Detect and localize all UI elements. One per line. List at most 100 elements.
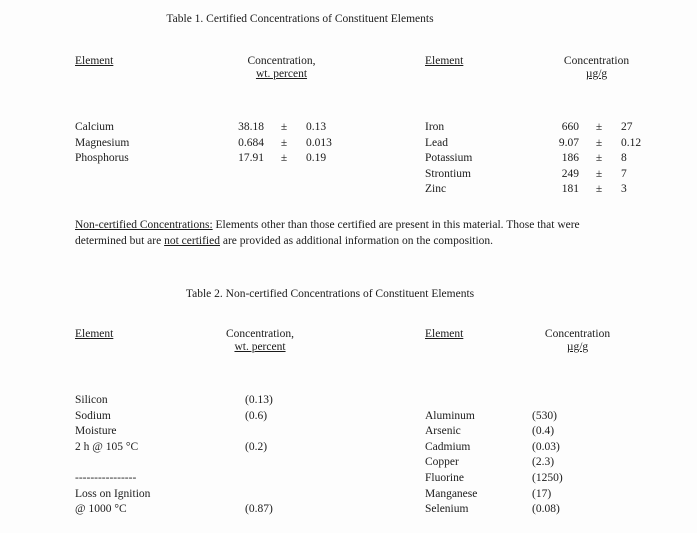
element-name: Manganese: [425, 487, 478, 500]
uncertainty-value: 7: [621, 167, 627, 180]
element-name: [75, 456, 215, 472]
header-line-concentration: Concentration: [563, 55, 630, 67]
plus-minus-sign: ±: [595, 167, 603, 180]
concentration-value: 9.07: [558, 136, 579, 149]
column-gap: [358, 168, 425, 184]
header-line-unit: wt. percent: [234, 341, 286, 353]
element-name: Sodium: [75, 409, 111, 422]
column-gap: [305, 410, 425, 426]
element-name: [75, 183, 205, 199]
plus-minus-sign: ±: [595, 136, 603, 149]
element-name: Fluorine: [425, 471, 464, 484]
concentration-value: 181: [561, 183, 579, 195]
concentration-value: (0.08): [532, 503, 560, 516]
column-header-element-left: Element: [75, 55, 114, 67]
table1-title: Table 1. Certified Concentrations of Con…: [166, 13, 434, 25]
plus-minus-sign: ±: [595, 183, 603, 195]
table1: Element Concentration, wt. percent Eleme…: [75, 55, 665, 215]
table1-body: Calcium 38.18 ± 0.13 Iron 660 ± 27 Magne…: [75, 121, 658, 199]
element-name: Arsenic: [425, 425, 461, 438]
concentration-value: (0.13): [245, 394, 273, 406]
column-header-element-left: Element: [75, 328, 114, 340]
note-underlined-phrase: not certified: [164, 234, 220, 247]
column-header-concentration-right: Concentration µg/g: [535, 55, 658, 81]
header-line-unit: µg/g: [585, 68, 608, 80]
column-gap: [305, 425, 425, 441]
concentration-value: 186: [561, 152, 579, 164]
concentration-value: (530): [532, 409, 557, 422]
concentration-value: [215, 425, 305, 441]
concentration-value: (0.87): [245, 503, 273, 516]
table2-title: Table 2. Non-certified Concentrations of…: [185, 288, 475, 300]
column-gap: [358, 121, 425, 137]
column-gap: [358, 152, 425, 168]
element-name: Calcium: [75, 121, 114, 133]
plus-minus-sign: ±: [595, 152, 603, 164]
header-line-unit: wt. percent: [255, 68, 308, 80]
uncertainty-value: 0.12: [621, 136, 642, 149]
table2: Element Concentration, wt. percent Eleme…: [75, 328, 635, 528]
element-name: Phosphorus: [75, 152, 129, 164]
uncertainty-value: 0.013: [306, 136, 332, 149]
concentration-value: 660: [561, 121, 579, 133]
column-gap: [305, 503, 425, 519]
element-name: Strontium: [425, 167, 472, 180]
header-line-unit: µg/g: [566, 341, 589, 353]
concentration-value: 0.684: [238, 136, 264, 149]
element-name: Magnesium: [75, 136, 130, 149]
column-gap: [305, 488, 425, 504]
plus-minus-sign: ±: [280, 152, 288, 164]
element-name: Silicon: [75, 394, 108, 406]
concentration-value: 17.91: [238, 152, 264, 164]
concentration-value: (0.6): [245, 409, 268, 422]
column-gap: [305, 472, 425, 488]
concentration-value: [530, 394, 625, 410]
element-name: Aluminum: [425, 409, 475, 422]
uncertainty-value: [298, 183, 358, 199]
uncertainty-value: 0.13: [306, 121, 327, 133]
element-name: Lead: [425, 136, 448, 149]
concentration-value: [205, 183, 270, 199]
element-name: Copper: [425, 456, 459, 469]
column-gap: [305, 394, 425, 410]
uncertainty-value: [298, 168, 358, 184]
concentration-value: 38.18: [238, 121, 264, 133]
concentration-value: 249: [561, 167, 579, 180]
column-header-concentration-left: Concentration, wt. percent: [215, 328, 305, 354]
element-name: Loss on Ignition: [75, 487, 151, 500]
column-header-concentration-right: Concentration µg/g: [530, 328, 625, 354]
column-gap: [305, 441, 425, 457]
plus-minus-sign: [270, 168, 298, 184]
uncertainty-value: 0.19: [306, 152, 327, 164]
header-line-concentration: Concentration,: [225, 328, 295, 340]
element-name: 2 h @ 105 °C: [75, 440, 139, 453]
noncertified-note: Non-certified Concentrations: Elements o…: [75, 218, 632, 249]
element-name: Zinc: [425, 183, 447, 195]
element-name: Selenium: [425, 503, 469, 516]
concentration-value: (0.03): [532, 440, 560, 453]
concentration-value: [215, 488, 305, 504]
element-name: Potassium: [425, 152, 473, 164]
column-gap: [358, 183, 425, 199]
element-name: Iron: [425, 121, 445, 133]
element-name: Moisture: [75, 425, 117, 438]
separator-dashes: ----------------: [75, 471, 137, 484]
concentration-value: (0.2): [245, 440, 268, 453]
note-text-1: Elements other than those certified are …: [75, 219, 580, 247]
concentration-value: [215, 472, 305, 488]
element-name: [75, 168, 205, 184]
plus-minus-sign: [270, 183, 298, 199]
plus-minus-sign: ±: [280, 121, 288, 133]
concentration-value: (0.4): [532, 425, 555, 438]
element-name: Cadmium: [425, 440, 471, 453]
column-header-element-right: Element: [425, 55, 464, 67]
concentration-value: (17): [532, 487, 552, 500]
header-line-concentration: Concentration: [544, 328, 611, 340]
column-gap: [358, 137, 425, 153]
column-header-concentration-left: Concentration, wt. percent: [205, 55, 358, 81]
concentration-value: (1250): [532, 471, 563, 484]
uncertainty-value: 27: [621, 121, 633, 133]
plus-minus-sign: ±: [280, 136, 288, 149]
note-text-2: are provided as additional information o…: [219, 234, 494, 247]
